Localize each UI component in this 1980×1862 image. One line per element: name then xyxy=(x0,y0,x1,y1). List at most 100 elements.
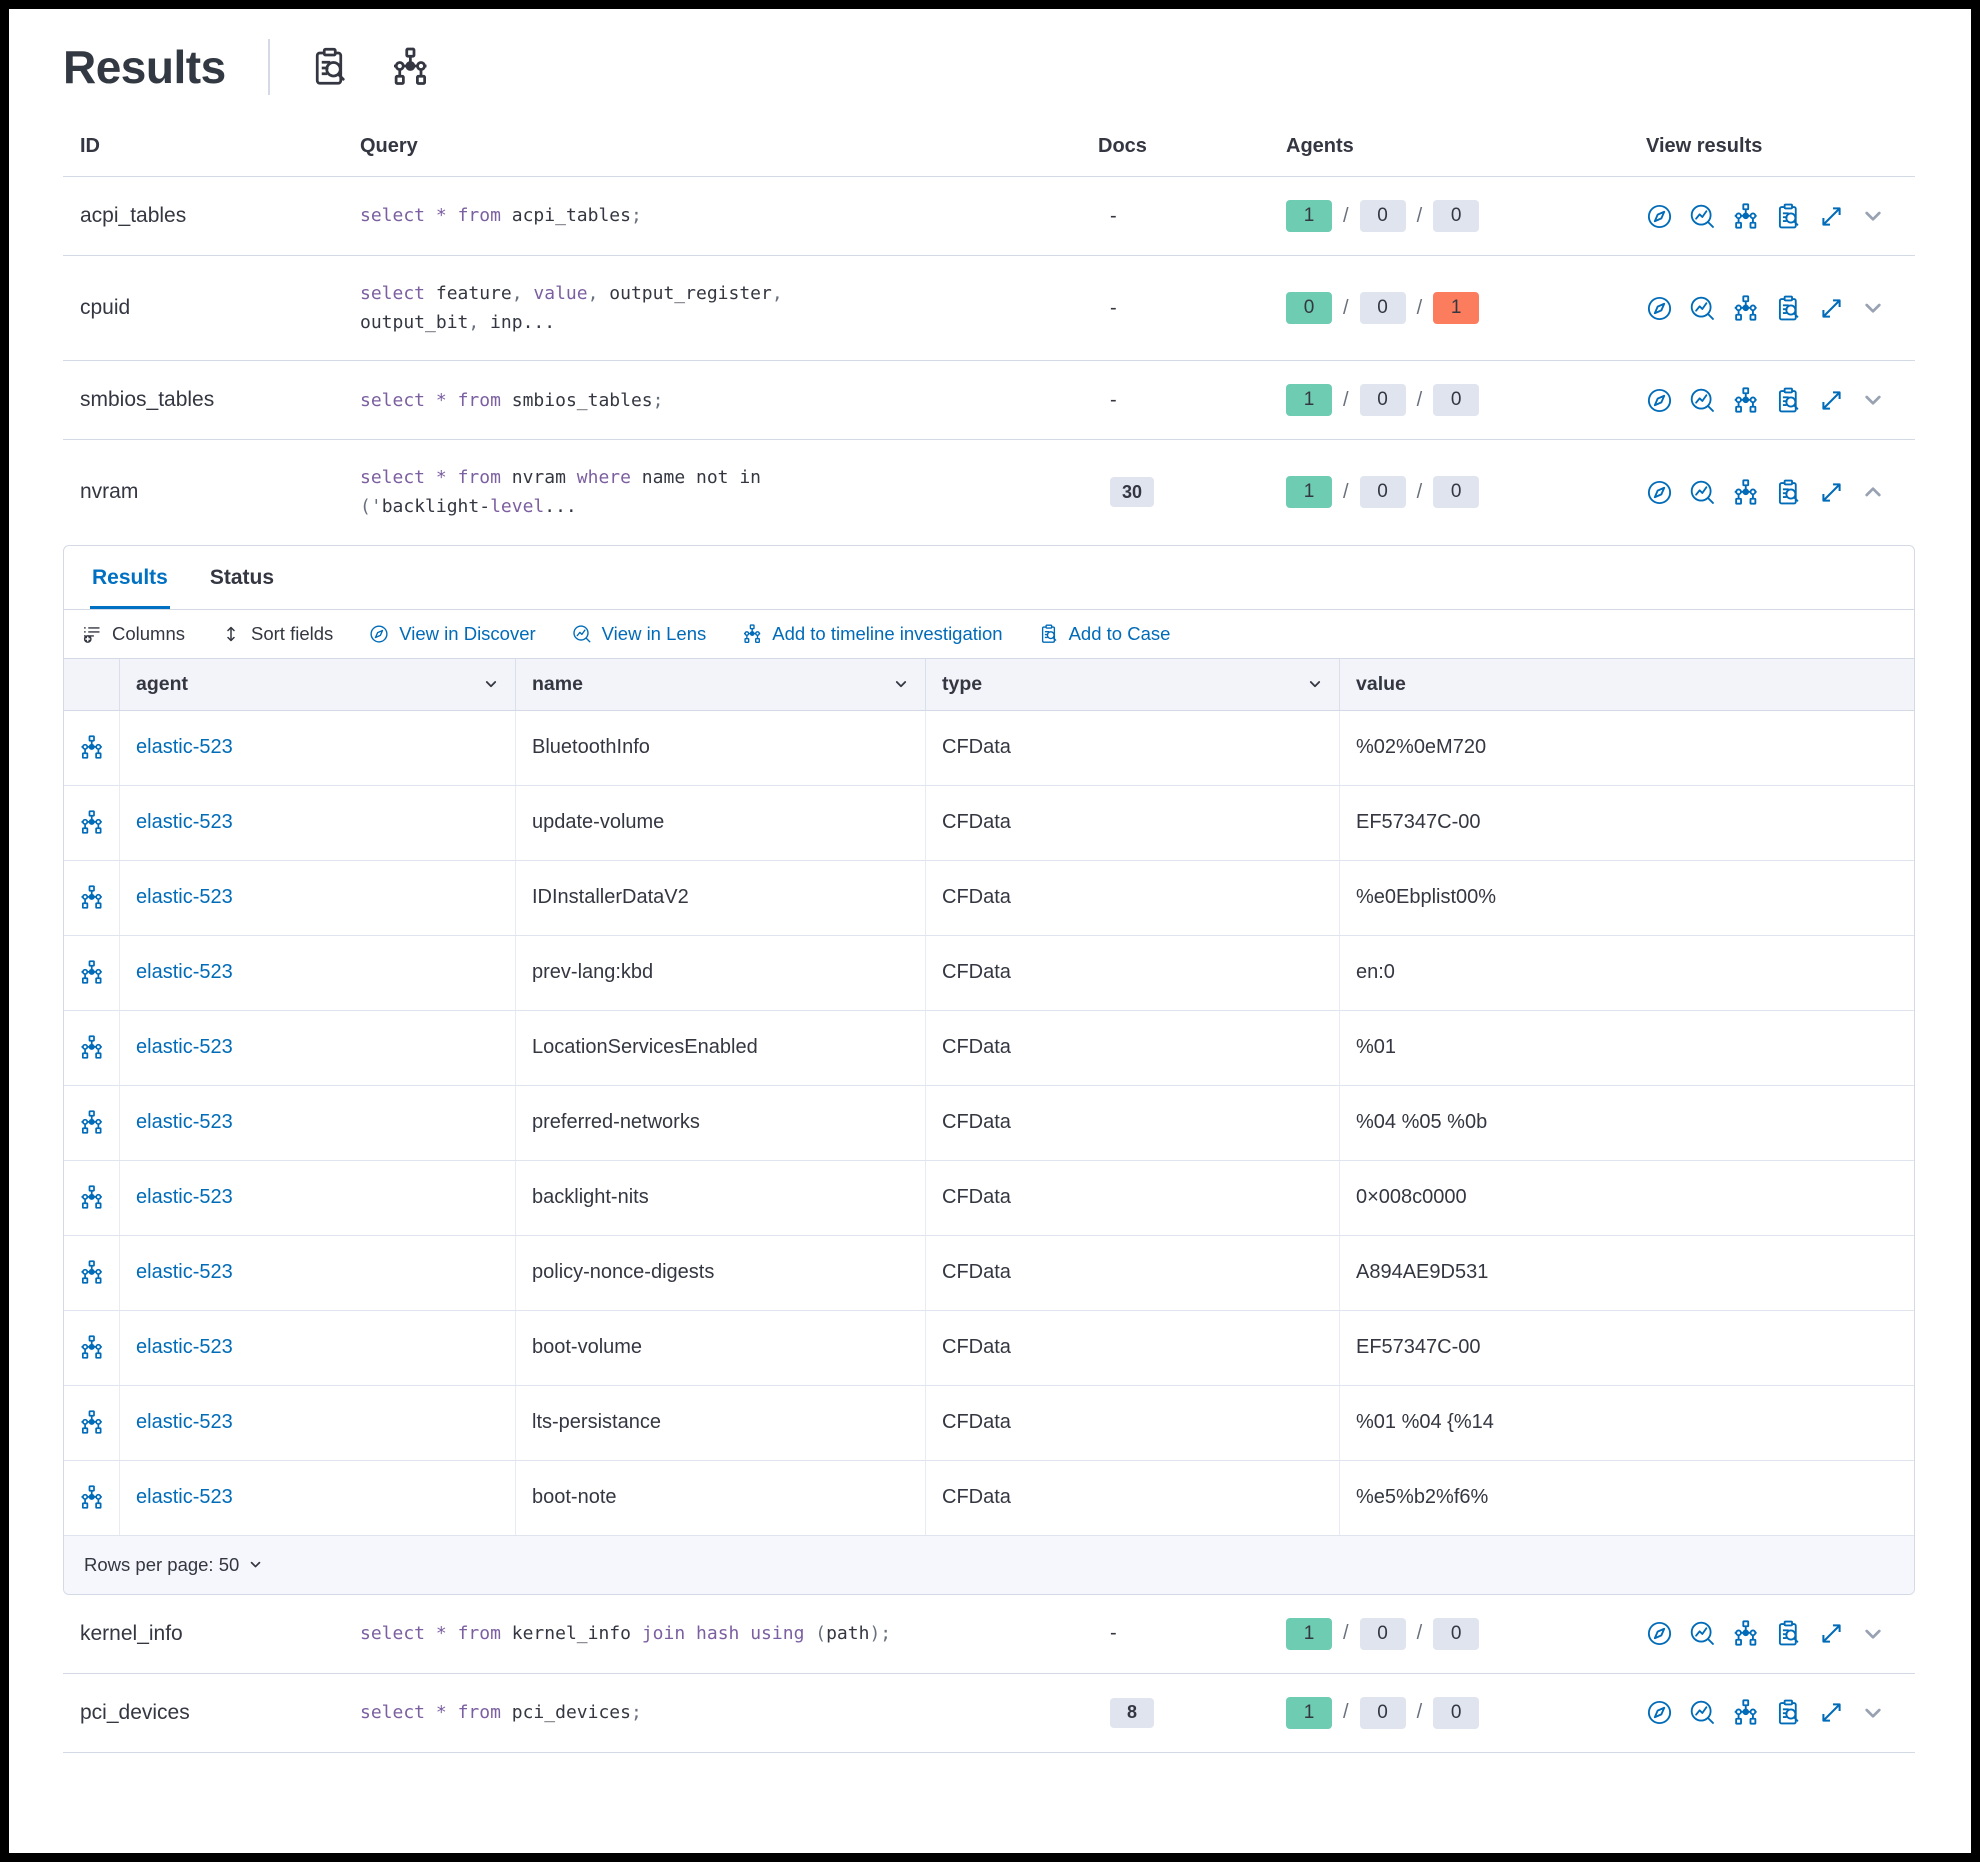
expand-row-button[interactable] xyxy=(1861,388,1885,412)
timeline-icon[interactable] xyxy=(390,47,430,87)
timeline-icon[interactable] xyxy=(1732,1699,1759,1726)
add-to-case-icon[interactable] xyxy=(1775,203,1802,230)
lens-icon[interactable] xyxy=(1689,387,1716,414)
add-to-case-button[interactable]: Add to Case xyxy=(1039,623,1170,645)
timeline-icon[interactable] xyxy=(79,810,104,835)
result-agent-cell: elastic-523 xyxy=(120,1235,516,1310)
result-type-cell: CFData xyxy=(926,1310,1340,1385)
agents-separator: / xyxy=(1416,1701,1423,1724)
discover-icon[interactable] xyxy=(1646,479,1673,506)
agent-link[interactable]: elastic-523 xyxy=(136,811,233,834)
columns-button[interactable]: Columns xyxy=(82,623,185,645)
expand-icon[interactable] xyxy=(1818,387,1845,414)
agent-count-badge-gray: 0 xyxy=(1433,384,1480,417)
agents-separator: / xyxy=(1343,204,1349,227)
timeline-icon[interactable] xyxy=(79,1410,104,1435)
discover-icon[interactable] xyxy=(1646,1620,1673,1647)
timeline-icon[interactable] xyxy=(1732,203,1759,230)
expand-icon[interactable] xyxy=(1818,479,1845,506)
add-to-timeline-button[interactable]: Add to timeline investigation xyxy=(742,623,1003,645)
grid-column-header-agent[interactable]: agent xyxy=(120,658,516,710)
lens-icon[interactable] xyxy=(1689,1699,1716,1726)
rows-per-page-button[interactable]: Rows per page: 50 xyxy=(84,1554,263,1576)
agent-link[interactable]: elastic-523 xyxy=(136,736,233,759)
column-header-query: Query xyxy=(360,135,418,157)
timeline-icon[interactable] xyxy=(1732,387,1759,414)
grid-column-header-value[interactable]: value xyxy=(1340,659,1914,710)
agent-link[interactable]: elastic-523 xyxy=(136,1261,233,1284)
query-id: kernel_info xyxy=(80,1621,183,1645)
timeline-icon[interactable] xyxy=(1732,479,1759,506)
agent-count-badge-gray: 0 xyxy=(1359,292,1406,325)
header-divider xyxy=(267,39,270,95)
grid-column-header-type[interactable]: type xyxy=(926,658,1340,710)
timeline-icon[interactable] xyxy=(79,735,104,760)
agent-link[interactable]: elastic-523 xyxy=(136,1186,233,1209)
docs-count-badge: 30 xyxy=(1110,477,1154,508)
agents-separator: / xyxy=(1416,480,1423,503)
add-to-case-icon[interactable] xyxy=(1775,1699,1802,1726)
lens-icon[interactable] xyxy=(1689,295,1716,322)
inspect-icon[interactable] xyxy=(310,47,350,87)
tab-results[interactable]: Results xyxy=(90,566,170,609)
timeline-icon[interactable] xyxy=(1732,295,1759,322)
result-value-cell: %04 %05 %0b xyxy=(1356,1111,1488,1134)
grid-column-header-name[interactable]: name xyxy=(516,658,926,710)
result-value-cell: 0×008c0000 xyxy=(1356,1186,1467,1209)
timeline-icon[interactable] xyxy=(79,1185,104,1210)
lens-icon[interactable] xyxy=(1689,479,1716,506)
timeline-icon[interactable] xyxy=(79,1335,104,1360)
result-name-cell: update-volume xyxy=(516,785,926,860)
query-id: acpi_tables xyxy=(80,204,187,227)
add-to-case-icon[interactable] xyxy=(1775,479,1802,506)
result-row-timeline-cell xyxy=(64,1235,120,1310)
expand-row-button[interactable] xyxy=(1861,296,1885,320)
discover-icon[interactable] xyxy=(1646,387,1673,414)
result-row-timeline-cell xyxy=(64,1010,120,1085)
lens-icon xyxy=(572,624,592,644)
view-results-actions xyxy=(1640,387,1915,414)
timeline-icon[interactable] xyxy=(79,1035,104,1060)
sort-fields-button[interactable]: Sort fields xyxy=(221,623,333,645)
view-in-lens-button[interactable]: View in Lens xyxy=(572,623,706,645)
timeline-icon[interactable] xyxy=(79,1260,104,1285)
expand-icon[interactable] xyxy=(1818,1620,1845,1647)
tab-status[interactable]: Status xyxy=(208,566,276,609)
agent-link[interactable]: elastic-523 xyxy=(136,961,233,984)
chevron-down-icon xyxy=(1861,1701,1885,1725)
lens-icon[interactable] xyxy=(1689,1620,1716,1647)
result-name-cell: boot-volume xyxy=(516,1310,926,1385)
agent-link[interactable]: elastic-523 xyxy=(136,1036,233,1059)
agent-link[interactable]: elastic-523 xyxy=(136,1111,233,1134)
agent-link[interactable]: elastic-523 xyxy=(136,886,233,909)
result-row: elastic-523 boot-note CFData %e5%b2%f6% xyxy=(64,1460,1914,1536)
results-page: Results ID Query Docs Agents View result… xyxy=(9,9,1971,1753)
add-to-case-icon[interactable] xyxy=(1775,295,1802,322)
timeline-icon[interactable] xyxy=(79,885,104,910)
expand-icon[interactable] xyxy=(1818,295,1845,322)
add-to-case-icon[interactable] xyxy=(1775,387,1802,414)
timeline-icon[interactable] xyxy=(1732,1620,1759,1647)
view-in-discover-button[interactable]: View in Discover xyxy=(369,623,536,645)
result-value-cell: EF57347C-00 xyxy=(1356,811,1481,834)
add-to-case-icon[interactable] xyxy=(1775,1620,1802,1647)
result-type-cell: CFData xyxy=(926,1085,1340,1160)
discover-icon[interactable] xyxy=(1646,203,1673,230)
lens-icon[interactable] xyxy=(1689,203,1716,230)
timeline-icon[interactable] xyxy=(79,1110,104,1135)
expand-row-button[interactable] xyxy=(1861,1622,1885,1646)
expand-row-button[interactable] xyxy=(1861,204,1885,228)
agent-link[interactable]: elastic-523 xyxy=(136,1486,233,1509)
expand-icon[interactable] xyxy=(1818,203,1845,230)
expand-icon[interactable] xyxy=(1818,1699,1845,1726)
result-type-cell: CFData xyxy=(926,1235,1340,1310)
timeline-icon[interactable] xyxy=(79,1485,104,1510)
timeline-icon[interactable] xyxy=(79,960,104,985)
discover-icon[interactable] xyxy=(1646,1699,1673,1726)
agent-link[interactable]: elastic-523 xyxy=(136,1411,233,1434)
result-row-timeline-cell xyxy=(64,785,120,860)
discover-icon[interactable] xyxy=(1646,295,1673,322)
agent-link[interactable]: elastic-523 xyxy=(136,1336,233,1359)
expand-row-button[interactable] xyxy=(1861,480,1885,504)
expand-row-button[interactable] xyxy=(1861,1701,1885,1725)
